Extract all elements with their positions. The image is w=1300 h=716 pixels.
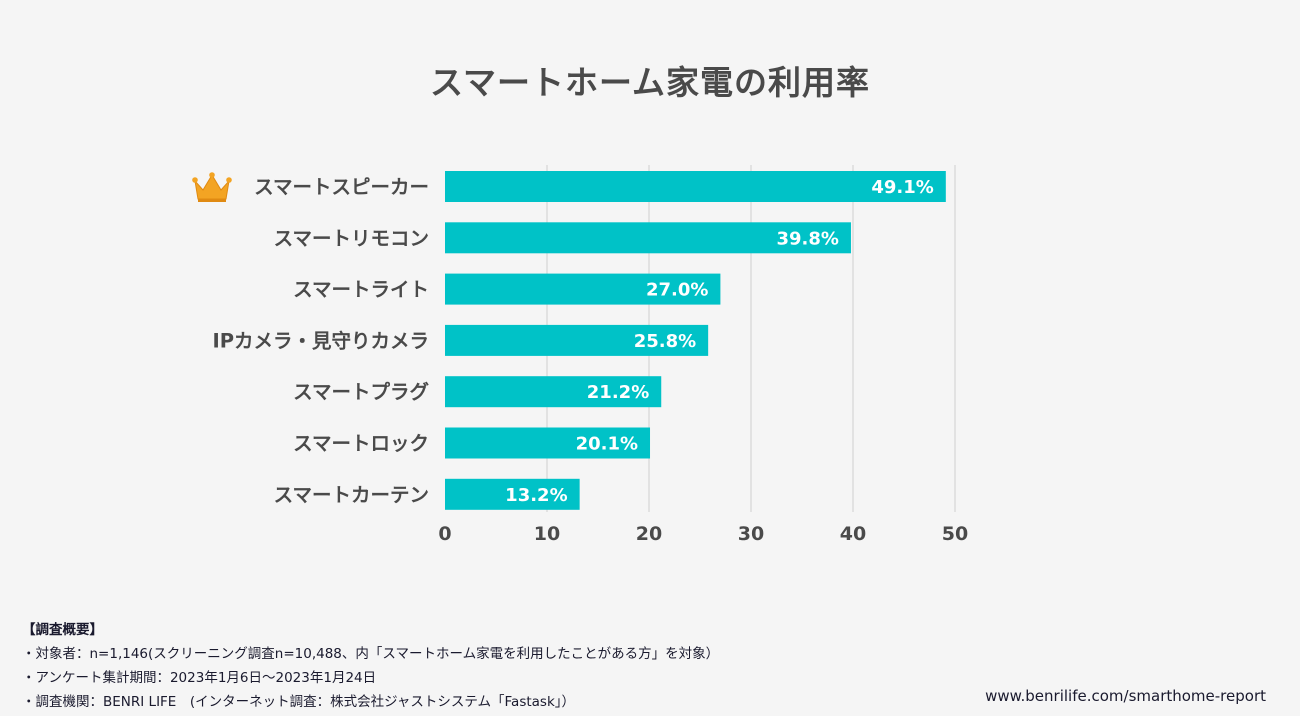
bar-chart: 49.1% スマートスピーカー 39.8% スマートリモコン 27.0% スマートライト 2… bbox=[192, 165, 968, 545]
crown-icon bbox=[192, 172, 232, 202]
bar-3 bbox=[445, 324, 709, 356]
x-tick-label-30: 30 bbox=[738, 523, 764, 545]
category-label-4: スマートプラグ bbox=[293, 381, 429, 404]
category-label-3: IPカメラ・見守りカメラ bbox=[212, 329, 429, 352]
x-tick-label-0: 0 bbox=[438, 523, 451, 545]
category-label-2: スマートライト bbox=[293, 278, 429, 301]
data-label-6: 13.2% bbox=[505, 485, 567, 506]
x-tick-label-50: 50 bbox=[942, 523, 968, 545]
bar-1 bbox=[445, 222, 851, 254]
notes-line-period: ・アンケート集計期間：2023年1月6日〜2023年1月24日 bbox=[22, 670, 377, 686]
data-label-3: 25.8% bbox=[634, 331, 696, 352]
notes-line-target: ・対象者：n=1,146(スクリーニング調査n=10,488、内「スマートホーム… bbox=[22, 646, 720, 662]
x-tick-label-20: 20 bbox=[636, 523, 662, 545]
notes-heading: 【調査概要】 bbox=[22, 622, 103, 638]
survey-notes: 【調査概要】 ・対象者：n=1,146(スクリーニング調査n=10,488、内「… bbox=[22, 618, 719, 714]
bar-4 bbox=[445, 376, 662, 408]
category-label-0: スマートスピーカー bbox=[254, 176, 429, 199]
category-label-5: スマートロック bbox=[293, 432, 429, 455]
data-label-2: 27.0% bbox=[646, 280, 708, 301]
bar-5 bbox=[445, 427, 651, 459]
data-label-0: 49.1% bbox=[871, 177, 933, 198]
data-label-5: 20.1% bbox=[576, 434, 638, 455]
category-label-6: スマートカーテン bbox=[274, 483, 429, 506]
bar-2 bbox=[445, 273, 721, 305]
chart-title: スマートホーム家電の利用率 bbox=[429, 63, 871, 102]
x-tick-label-10: 10 bbox=[534, 523, 560, 545]
bar-6 bbox=[445, 478, 580, 510]
bar-0 bbox=[445, 171, 946, 202]
data-label-1: 39.8% bbox=[777, 228, 839, 249]
source-url[interactable]: www.benrilife.com/smarthome-report bbox=[985, 687, 1266, 705]
notes-line-agency: ・調査機関：BENRI LIFE (インターネット調査：株式会社ジャストシステム… bbox=[22, 694, 576, 710]
category-label-1: スマートリモコン bbox=[274, 227, 429, 250]
data-label-4: 21.2% bbox=[587, 382, 649, 403]
x-tick-label-40: 40 bbox=[840, 523, 866, 545]
